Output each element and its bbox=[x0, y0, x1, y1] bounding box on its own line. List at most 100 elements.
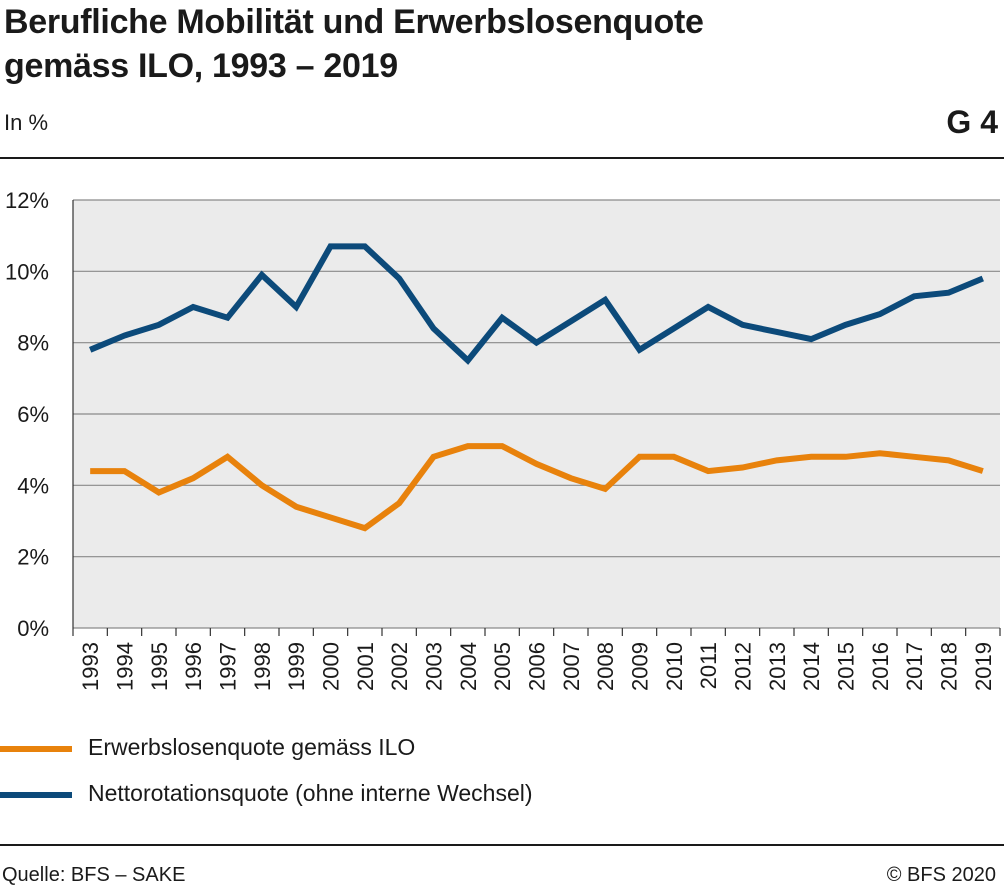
legend-label-rotation: Nettorotationsquote (ohne interne Wechse… bbox=[88, 780, 533, 806]
data-point-rotation bbox=[603, 298, 607, 302]
y-tick-label: 10% bbox=[5, 259, 49, 284]
x-tick-label: 2006 bbox=[525, 642, 550, 691]
series-line-rotation bbox=[89, 243, 984, 365]
data-point-unemployment bbox=[672, 455, 676, 459]
x-tick-label: 2011 bbox=[696, 642, 721, 689]
x-tick-label: 1999 bbox=[284, 642, 309, 691]
x-tick-label: 2019 bbox=[971, 642, 996, 691]
x-tick-label: 2016 bbox=[868, 642, 893, 691]
data-point-rotation bbox=[157, 323, 161, 327]
y-tick-label: 12% bbox=[5, 188, 49, 213]
source-note: Quelle: BFS – SAKE bbox=[2, 864, 186, 886]
data-point-rotation bbox=[809, 337, 813, 341]
data-point-unemployment bbox=[363, 526, 367, 530]
y-tick-label: 6% bbox=[17, 402, 49, 427]
x-tick-label: 2012 bbox=[731, 642, 756, 691]
data-point-rotation bbox=[397, 276, 401, 280]
chart-title-line2: gemäss ILO, 1993 – 2019 bbox=[4, 47, 398, 85]
data-point-rotation bbox=[260, 273, 264, 277]
data-point-unemployment bbox=[638, 455, 642, 459]
data-point-rotation bbox=[123, 334, 127, 338]
y-tick-label: 0% bbox=[17, 616, 49, 641]
data-point-rotation bbox=[226, 316, 230, 320]
x-tick-label: 2015 bbox=[834, 642, 859, 691]
x-tick-label: 1996 bbox=[181, 642, 206, 691]
data-point-rotation bbox=[569, 319, 573, 323]
data-point-unemployment bbox=[466, 444, 470, 448]
data-point-rotation bbox=[947, 291, 951, 295]
x-tick-label: 2002 bbox=[387, 642, 412, 691]
data-point-rotation bbox=[88, 348, 92, 352]
data-point-unemployment bbox=[912, 455, 916, 459]
data-point-unemployment bbox=[775, 458, 779, 462]
data-point-unemployment bbox=[569, 476, 573, 480]
data-point-unemployment bbox=[844, 455, 848, 459]
bottom-divider bbox=[0, 844, 1004, 846]
data-point-unemployment bbox=[981, 469, 985, 473]
legend-swatch-unemployment bbox=[0, 746, 72, 752]
data-point-rotation bbox=[844, 323, 848, 327]
x-tick-label: 1994 bbox=[113, 642, 138, 691]
legend-label-unemployment: Erwerbslosenquote gemäss ILO bbox=[88, 734, 416, 760]
data-point-unemployment bbox=[809, 455, 813, 459]
data-point-rotation bbox=[741, 323, 745, 327]
data-point-unemployment bbox=[226, 455, 230, 459]
data-point-unemployment bbox=[706, 469, 710, 473]
data-point-unemployment bbox=[329, 515, 333, 519]
x-tick-label: 2018 bbox=[937, 642, 962, 691]
data-point-rotation bbox=[672, 326, 676, 330]
data-point-unemployment bbox=[741, 466, 745, 470]
data-point-rotation bbox=[363, 244, 367, 248]
x-tick-label: 2009 bbox=[628, 642, 653, 691]
data-point-unemployment bbox=[535, 462, 539, 466]
x-tick-label: 2005 bbox=[490, 642, 515, 691]
data-point-rotation bbox=[535, 341, 539, 345]
unit-label: In % bbox=[4, 110, 49, 135]
data-point-rotation bbox=[878, 312, 882, 316]
data-point-rotation bbox=[432, 326, 436, 330]
x-tick-label: 2008 bbox=[593, 642, 618, 691]
chart-title: Berufliche Mobilität und Erwerbslosenquo… bbox=[4, 0, 904, 88]
x-tick-label: 2003 bbox=[422, 642, 447, 691]
data-point-rotation bbox=[775, 330, 779, 334]
x-tick-label: 2001 bbox=[353, 642, 378, 691]
x-tick-label: 2010 bbox=[662, 642, 687, 691]
data-point-unemployment bbox=[191, 476, 195, 480]
data-point-rotation bbox=[466, 359, 470, 363]
x-tick-label: 2000 bbox=[319, 642, 344, 691]
copyright-note: © BFS 2020 bbox=[886, 864, 996, 886]
x-tick-label: 2004 bbox=[456, 642, 481, 691]
x-tick-label: 1997 bbox=[216, 642, 241, 691]
plot-area: 0% 2% 4% 6% 8% 10% 12% 1993 1994 1995 1996 1997 1998… bbox=[5, 188, 1001, 691]
x-tick-label: 2013 bbox=[765, 642, 790, 691]
data-point-rotation bbox=[981, 276, 985, 280]
top-divider bbox=[0, 157, 1004, 159]
data-point-unemployment bbox=[123, 469, 127, 473]
chart-title-line1: Berufliche Mobilität und Erwerbslosenquo… bbox=[4, 3, 704, 41]
data-point-rotation bbox=[329, 244, 333, 248]
data-point-unemployment bbox=[947, 458, 951, 462]
legend-swatch-rotation bbox=[0, 792, 72, 798]
data-point-rotation bbox=[500, 316, 504, 320]
data-point-unemployment bbox=[157, 490, 161, 494]
y-tick-label: 8% bbox=[17, 331, 49, 356]
series-line-unemployment bbox=[90, 443, 984, 532]
y-tick-label: 4% bbox=[17, 473, 49, 498]
chart-code: G 4 bbox=[946, 104, 998, 140]
x-tick-label: 1993 bbox=[78, 642, 103, 691]
data-point-unemployment bbox=[260, 483, 264, 487]
data-point-unemployment bbox=[294, 505, 298, 509]
data-point-unemployment bbox=[878, 451, 882, 455]
line-chart: 0% 2% 4% 6% 8% 10% 12% 1993 1994 1995 1996 1997 1998… bbox=[5, 188, 1001, 691]
x-tick-label: 2017 bbox=[902, 642, 927, 691]
data-point-unemployment bbox=[603, 487, 607, 491]
data-point-unemployment bbox=[432, 455, 436, 459]
data-point-rotation bbox=[191, 305, 195, 309]
data-point-rotation bbox=[294, 305, 298, 309]
x-tick-label: 1998 bbox=[250, 642, 275, 691]
data-point-unemployment bbox=[88, 469, 92, 473]
y-tick-label: 2% bbox=[17, 545, 49, 570]
data-point-rotation bbox=[912, 294, 916, 298]
data-point-unemployment bbox=[500, 444, 504, 448]
x-tick-label: 2007 bbox=[559, 642, 584, 691]
